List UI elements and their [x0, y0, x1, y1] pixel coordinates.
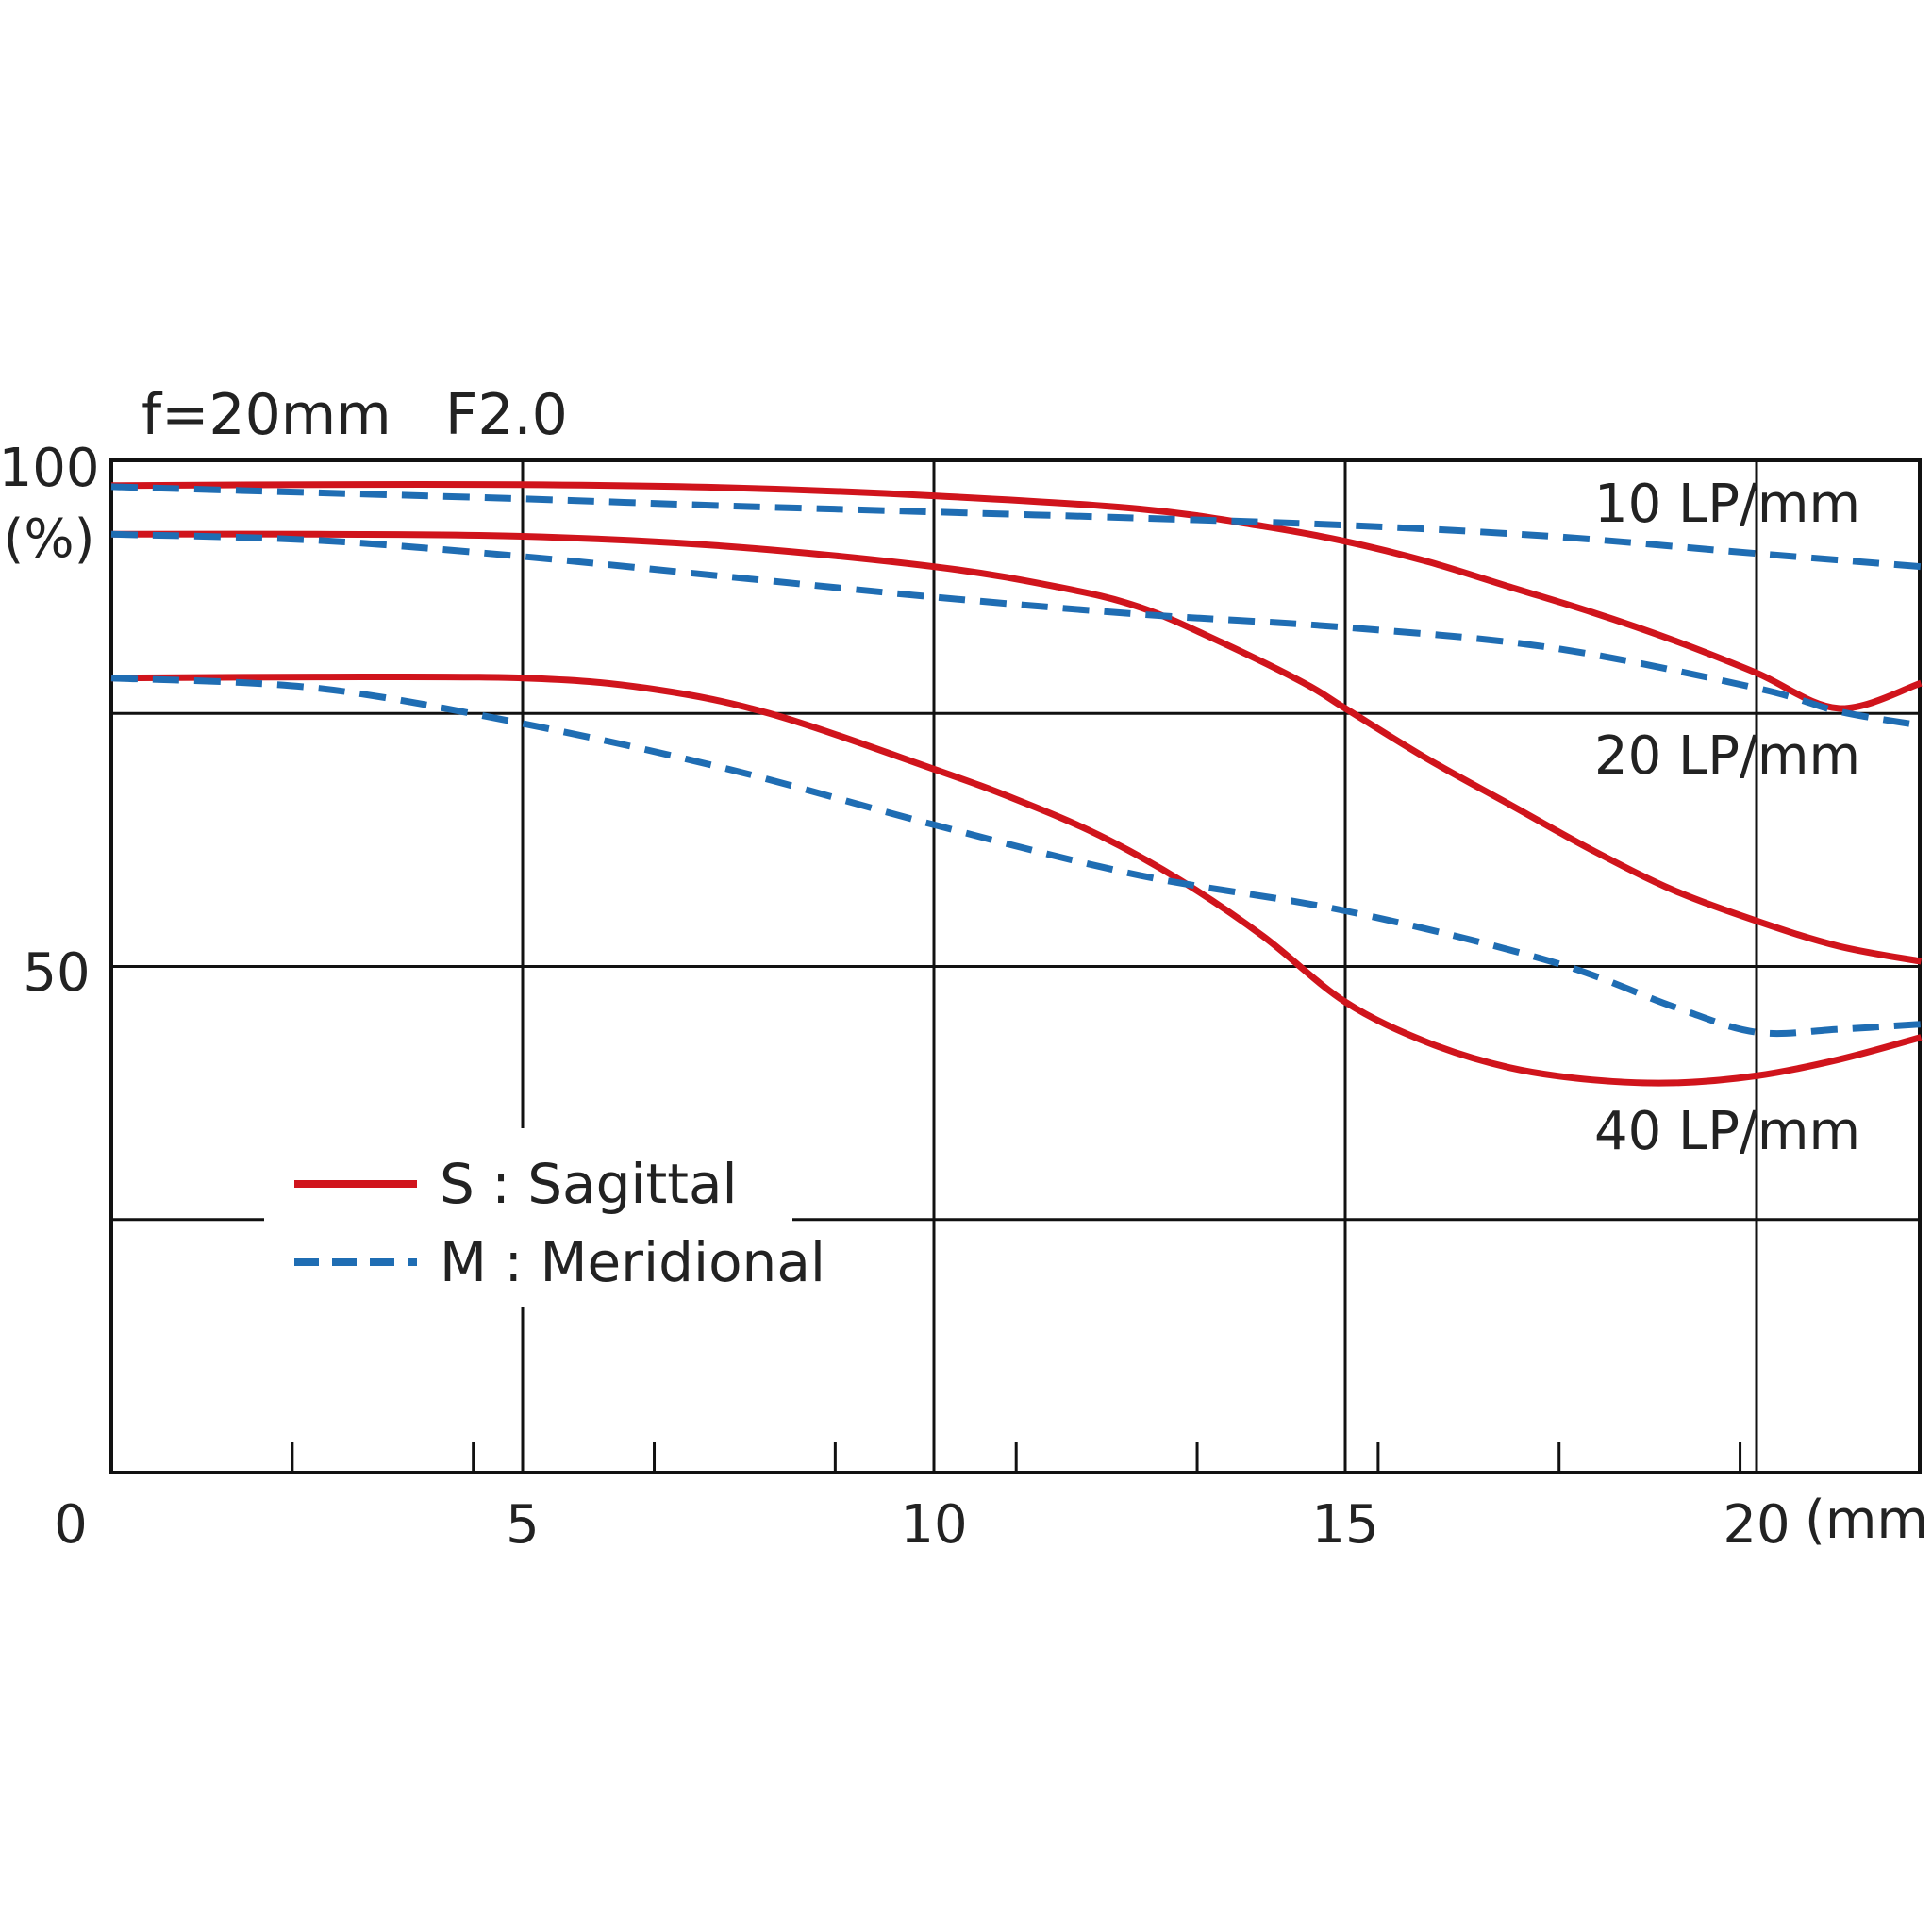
chart-title: f=20mm F2.0: [142, 382, 568, 448]
y-axis-label: (%): [4, 508, 95, 570]
legend-meridional-label: M : Meridional: [440, 1230, 825, 1294]
y-tick-100: 100: [0, 438, 99, 499]
curve-20lp-sagittal: [110, 530, 1923, 965]
y-tick-50: 50: [23, 942, 90, 1004]
x-tick-10: 10: [900, 1494, 967, 1556]
curve-40lp-meridional: [110, 675, 1922, 1038]
plot-frame: [109, 458, 1922, 1474]
label-40-lp-mm: 40 LP/mm: [1594, 1101, 1860, 1162]
chart-grid: [109, 458, 1922, 1474]
mtf-curves: [110, 480, 1923, 1087]
label-20-lp-mm: 20 LP/mm: [1594, 725, 1860, 787]
x-tick-15: 15: [1311, 1494, 1378, 1556]
x-tick-0: 0: [54, 1494, 88, 1556]
label-10-lp-mm: 10 LP/mm: [1594, 474, 1860, 535]
curve-10lp-sagittal: [110, 480, 1923, 712]
x-tick-5: 5: [506, 1494, 540, 1556]
x-axis-label: (mm): [1805, 1490, 1932, 1551]
curve-20lp-meridional: [110, 530, 1922, 729]
curve-40lp-sagittal: [110, 673, 1923, 1087]
curve-10lp-meridional: [110, 483, 1922, 571]
legend: S : Sagittal M : Meridional: [264, 1128, 825, 1307]
x-tick-20: 20: [1723, 1494, 1790, 1556]
legend-background: [264, 1128, 792, 1307]
legend-sagittal-label: S : Sagittal: [440, 1152, 738, 1216]
